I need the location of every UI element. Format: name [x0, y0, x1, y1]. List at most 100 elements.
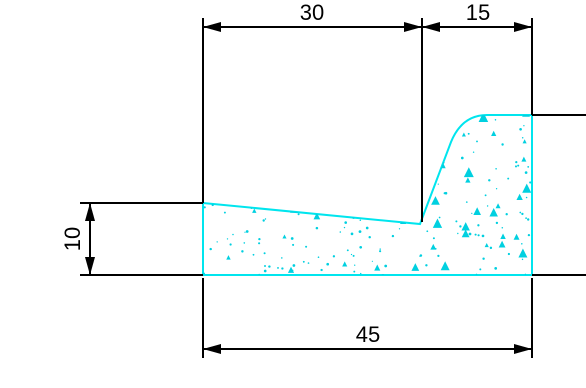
- hatch-triangle: [307, 115, 317, 121]
- hatch-dot: [400, 177, 404, 180]
- hatch-dot: [391, 142, 395, 145]
- hatch-dot: [463, 115, 466, 117]
- hatch-dot: [488, 179, 491, 182]
- hatch-triangle: [356, 176, 366, 185]
- hatch-dot: [423, 111, 425, 113]
- hatch-triangle: [357, 115, 367, 119]
- hatch-triangle: [297, 129, 303, 135]
- hatch-dot: [264, 265, 266, 267]
- hatch-dot: [391, 234, 395, 238]
- hatch-dot: [519, 211, 522, 214]
- hatch-triangle: [400, 217, 407, 224]
- hatch-dot: [321, 152, 323, 155]
- hatch-triangle: [339, 166, 347, 173]
- hatch-dot: [357, 183, 359, 186]
- hatch-dot: [410, 135, 413, 138]
- hatch-triangle: [379, 162, 388, 171]
- hatch-dot: [510, 112, 512, 114]
- hatch-dot: [316, 115, 320, 117]
- hatch-dot: [210, 167, 213, 170]
- hatch-dot: [245, 230, 249, 233]
- hatch-dot: [223, 169, 226, 172]
- hatch-dot: [460, 156, 464, 160]
- hatch-dot: [457, 232, 459, 235]
- hatch-dot: [367, 133, 369, 135]
- hatch-triangle: [372, 176, 382, 187]
- hatch-dot: [476, 140, 478, 143]
- hatch-triangle: [461, 222, 470, 231]
- hatch-triangle: [204, 149, 211, 156]
- hatch-dot: [524, 273, 527, 275]
- hatch-triangle: [518, 248, 528, 258]
- hatch-dot: [258, 273, 260, 275]
- hatch-dot: [525, 217, 527, 219]
- hatch-dot: [275, 168, 278, 171]
- hatch-triangle: [245, 135, 253, 143]
- hatch-dot: [245, 140, 248, 144]
- hatch-triangle: [484, 243, 489, 248]
- hatch-dot: [247, 153, 250, 156]
- hatch-triangle: [465, 177, 471, 183]
- hatch-dot: [438, 216, 441, 219]
- hatch-dot: [242, 184, 244, 187]
- hatch-dot: [262, 139, 264, 141]
- profile-shape: [202, 114, 533, 276]
- hatch-triangle: [205, 164, 214, 172]
- hatch-triangle: [313, 212, 321, 220]
- hatch-dot: [220, 153, 223, 156]
- hatch-dot: [466, 201, 468, 203]
- hatch-dot: [527, 233, 531, 237]
- hatch-dot: [211, 203, 214, 207]
- hatch-dot: [247, 148, 249, 150]
- hatch-triangle: [222, 134, 231, 143]
- hatch-dot: [495, 221, 499, 225]
- hatch-dot: [495, 188, 498, 190]
- hatch-dot: [227, 129, 229, 131]
- hatch-dot: [442, 128, 446, 132]
- hatch-triangle: [374, 264, 381, 271]
- hatch-dot: [505, 213, 508, 216]
- hatch-dot: [339, 200, 342, 203]
- hatch-dot: [409, 171, 413, 175]
- hatch-dot: [229, 243, 232, 246]
- hatch-dot: [301, 174, 304, 177]
- arrow-30-right: [404, 22, 422, 32]
- hatch-dot: [339, 131, 342, 134]
- hatch-dot: [398, 228, 401, 230]
- hatch-dot: [252, 253, 255, 256]
- hatch-dot: [484, 194, 487, 197]
- hatch-dot: [368, 235, 371, 239]
- hatch-triangle: [236, 162, 244, 170]
- hatch-dot: [287, 155, 291, 159]
- hatch-dot: [404, 181, 408, 185]
- hatch-dot: [467, 132, 470, 135]
- hatch-dot: [241, 250, 244, 253]
- hatch-triangle: [430, 243, 437, 250]
- hatch-dot: [203, 272, 205, 275]
- hatch-dot: [419, 255, 421, 257]
- hatch-dot: [291, 269, 294, 272]
- hatch-triangle: [478, 115, 489, 122]
- hatch-triangle: [314, 164, 324, 175]
- hatch-triangle: [461, 229, 470, 238]
- hatch-dot: [268, 198, 270, 200]
- hatch-dot: [258, 242, 261, 245]
- hatch-dot: [277, 204, 279, 206]
- hatch-dot: [333, 156, 335, 158]
- hatch-dot: [294, 118, 297, 121]
- arrow-10-bottom: [85, 257, 95, 275]
- hatch-triangle: [282, 234, 287, 239]
- hatch-dot: [339, 231, 342, 233]
- hatch-dot: [329, 151, 333, 155]
- hatch-dot: [307, 262, 310, 264]
- hatch-dot: [365, 119, 367, 122]
- dim-text-45: 45: [356, 322, 380, 347]
- hatch-triangle: [516, 193, 523, 201]
- hatch-dot: [516, 111, 518, 113]
- hatch-dot: [354, 136, 357, 139]
- hatch-dot: [236, 186, 238, 188]
- hatch-dot: [432, 237, 435, 240]
- hatch-dot: [339, 115, 343, 116]
- hatch-dot: [292, 140, 294, 143]
- hatch-triangle: [495, 203, 501, 209]
